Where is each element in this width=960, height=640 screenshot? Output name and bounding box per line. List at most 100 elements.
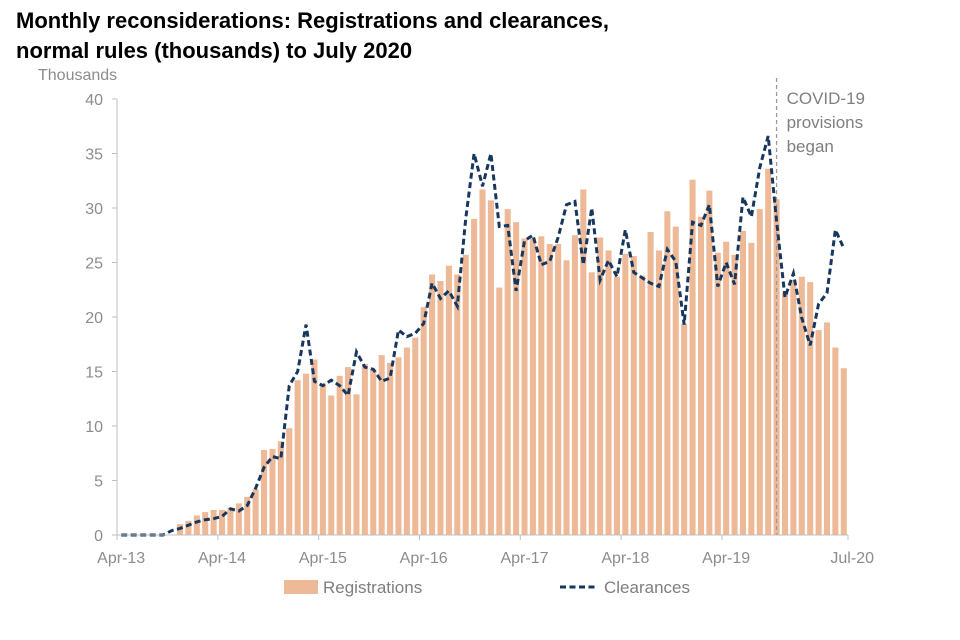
y-tick-label: 40 <box>85 92 103 109</box>
registrations-bar <box>412 337 419 535</box>
chart-title: Monthly reconsiderations: Registrations … <box>16 6 916 66</box>
registrations-bar <box>714 252 721 535</box>
registrations-bar <box>487 200 494 535</box>
chart-title-line-1: Monthly reconsiderations: Registrations … <box>16 8 609 33</box>
registrations-bar <box>403 347 410 535</box>
registrations-bar <box>597 237 604 535</box>
covid-annotation: COVID-19 provisions began <box>775 78 865 535</box>
registrations-bar <box>647 231 654 536</box>
registrations-bar <box>303 373 310 535</box>
registrations-bar <box>395 357 402 535</box>
registrations-bar <box>445 265 452 535</box>
registrations-bar <box>202 512 209 535</box>
legend: Registrations Clearances <box>284 578 690 597</box>
registrations-bar <box>361 363 368 535</box>
registrations-bar <box>563 260 570 535</box>
registrations-bar <box>471 218 478 535</box>
legend-swatch-registrations <box>284 580 318 594</box>
registrations-bar <box>429 274 436 535</box>
registrations-bars <box>176 168 847 536</box>
registrations-bar <box>630 255 637 535</box>
registrations-bar <box>185 520 192 535</box>
registrations-bar <box>823 322 831 535</box>
registrations-bar <box>193 515 200 535</box>
registrations-bar <box>496 287 503 535</box>
registrations-bar <box>639 275 646 535</box>
registrations-bar <box>277 441 284 535</box>
registrations-bar <box>546 243 553 535</box>
y-tick-label: 20 <box>85 310 103 327</box>
registrations-bar <box>697 216 704 535</box>
registrations-bar <box>622 253 629 535</box>
registrations-bar <box>555 243 562 535</box>
registrations-bar <box>672 226 679 535</box>
registrations-bar <box>219 509 226 535</box>
registrations-bar <box>479 189 486 535</box>
registrations-bar <box>420 307 427 535</box>
x-tick-label: Apr-18 <box>601 550 649 567</box>
registrations-bar <box>521 238 528 535</box>
registrations-bar <box>723 241 730 536</box>
registrations-bar <box>739 230 746 535</box>
y-tick-label: 5 <box>94 474 103 491</box>
registrations-bar <box>840 368 847 535</box>
x-tick-label: Apr-15 <box>299 550 347 567</box>
registrations-bar <box>353 394 360 535</box>
registrations-bar <box>378 355 385 535</box>
x-tick-label: Apr-17 <box>500 550 548 567</box>
registrations-bar <box>580 189 587 535</box>
x-tick-label: Apr-14 <box>198 550 246 567</box>
registrations-bar <box>756 209 763 535</box>
x-tick-label: Apr-13 <box>97 550 145 567</box>
chart-title-line-2: normal rules (thousands) to July 2020 <box>16 38 413 63</box>
registrations-bar <box>781 293 789 535</box>
registrations-bar <box>748 242 755 535</box>
registrations-bar <box>210 509 217 535</box>
registrations-bar <box>387 362 394 535</box>
registrations-bar <box>513 222 520 536</box>
legend-label-clearances: Clearances <box>604 578 690 597</box>
covid-annotation-line-1: COVID-19 <box>787 89 865 108</box>
registrations-bar <box>706 190 713 535</box>
registrations-bar <box>731 254 738 535</box>
registrations-bar <box>798 276 805 535</box>
x-tick-label: Jul-20 <box>830 550 874 567</box>
registrations-bar <box>227 507 234 535</box>
registrations-bar <box>807 282 814 535</box>
registrations-bar <box>261 449 268 535</box>
registrations-bar <box>269 448 276 535</box>
registrations-bar <box>689 179 696 535</box>
registrations-bar <box>765 168 772 535</box>
y-axis-ticks: 0 5 10 15 20 25 30 35 40 <box>85 92 117 545</box>
registrations-bar <box>462 254 469 535</box>
registrations-bar <box>370 369 377 535</box>
registrations-bar <box>454 274 461 535</box>
y-tick-label: 30 <box>85 201 103 218</box>
registrations-bar <box>605 250 612 535</box>
registrations-bar <box>311 359 318 535</box>
registrations-bar <box>336 375 343 535</box>
registrations-bar <box>328 395 335 535</box>
registrations-bar <box>294 380 301 535</box>
x-tick-label: Apr-16 <box>400 550 448 567</box>
y-tick-label: 0 <box>94 528 103 545</box>
registrations-bar <box>252 489 259 535</box>
registrations-bar <box>504 209 511 535</box>
registrations-bar <box>235 503 242 535</box>
y-tick-label: 25 <box>85 256 103 273</box>
y-tick-label: 10 <box>85 419 103 436</box>
covid-annotation-line-2: provisions <box>787 113 864 132</box>
registrations-bar <box>655 250 662 535</box>
registrations-bar <box>681 323 688 535</box>
registrations-bar <box>815 330 822 535</box>
y-tick-label: 35 <box>85 147 103 164</box>
registrations-bar <box>529 238 536 535</box>
registrations-bar <box>571 235 578 535</box>
registrations-bar <box>319 383 326 535</box>
x-tick-label: Apr-19 <box>702 550 750 567</box>
registrations-bar <box>345 367 352 535</box>
registrations-bar <box>588 272 595 535</box>
registrations-bar <box>437 281 444 535</box>
registrations-bar <box>244 496 251 535</box>
